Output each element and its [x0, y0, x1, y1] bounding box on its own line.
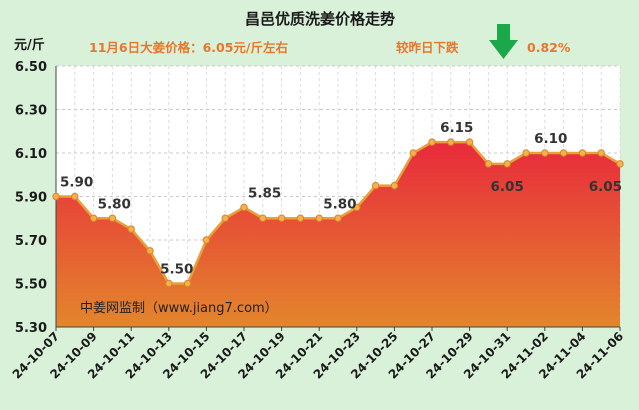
y-tick-label: 5.30: [15, 321, 47, 336]
data-label: 6.05: [491, 179, 524, 195]
y-tick-label: 5.50: [15, 278, 47, 293]
y-tick-label: 6.50: [15, 60, 47, 75]
data-point: [146, 247, 154, 255]
data-label: 5.80: [98, 196, 131, 212]
data-label: 5.85: [248, 185, 281, 201]
y-tick-label: 6.30: [15, 104, 47, 119]
data-point: [183, 279, 192, 288]
y-tick-label: 5.70: [15, 234, 47, 249]
data-point: [353, 203, 361, 212]
data-labels: 5.90 5.80 5.50 5.85 5.80 6.15 6.05 6.10 6.05: [60, 120, 622, 277]
down-arrow-icon: [489, 24, 518, 59]
data-point: [409, 149, 417, 157]
data-label: 5.90: [60, 175, 93, 191]
data-point: [240, 203, 248, 212]
data-point: [52, 192, 60, 201]
data-point: [334, 214, 342, 222]
data-point: [616, 160, 624, 168]
data-point: [559, 149, 568, 157]
data-point: [89, 214, 98, 222]
data-points: [52, 138, 624, 288]
data-point: [108, 214, 117, 222]
data-point: [296, 214, 305, 222]
area-fill: [56, 142, 620, 327]
data-point: [127, 225, 135, 233]
data-label: 5.80: [323, 196, 356, 212]
data-point: [165, 279, 173, 288]
data-point: [447, 138, 455, 146]
data-label: 5.50: [160, 262, 193, 278]
data-point: [259, 214, 267, 222]
data-label: 6.05: [589, 179, 622, 195]
data-point: [390, 181, 399, 190]
y-unit-label: 元/斤: [14, 37, 45, 53]
data-point: [71, 192, 79, 201]
price-note: 11月6日大姜价格：6.05元/斤左右: [89, 40, 288, 55]
y-tick-labels: 5.30 5.50 5.70 5.90 6.10 6.30 6.50: [15, 60, 47, 336]
data-point: [428, 138, 436, 146]
y-tick-label: 6.10: [15, 147, 47, 162]
data-point: [597, 149, 605, 157]
data-point: [541, 149, 549, 157]
data-label: 6.10: [534, 131, 567, 147]
y-tick-label: 5.90: [15, 191, 47, 206]
data-point: [315, 214, 323, 222]
data-point: [465, 138, 474, 146]
data-point: [277, 214, 286, 222]
source-note: 中姜网监制（www.jiang7.com）: [80, 301, 278, 316]
data-point: [522, 149, 530, 157]
data-point: [503, 160, 511, 168]
change-value: 0.82%: [527, 40, 571, 55]
chart-title: 昌邑优质洗姜价格走势: [245, 10, 395, 28]
data-point: [221, 214, 229, 222]
data-point: [371, 181, 380, 190]
data-label: 6.15: [440, 120, 473, 136]
data-point: [202, 236, 211, 244]
data-point: [578, 149, 587, 157]
x-tick-labels: 24-10-0724-10-0924-10-1124-10-1324-10-15…: [10, 327, 626, 382]
data-point: [484, 160, 493, 168]
change-label: 较昨日下跌: [396, 40, 459, 55]
